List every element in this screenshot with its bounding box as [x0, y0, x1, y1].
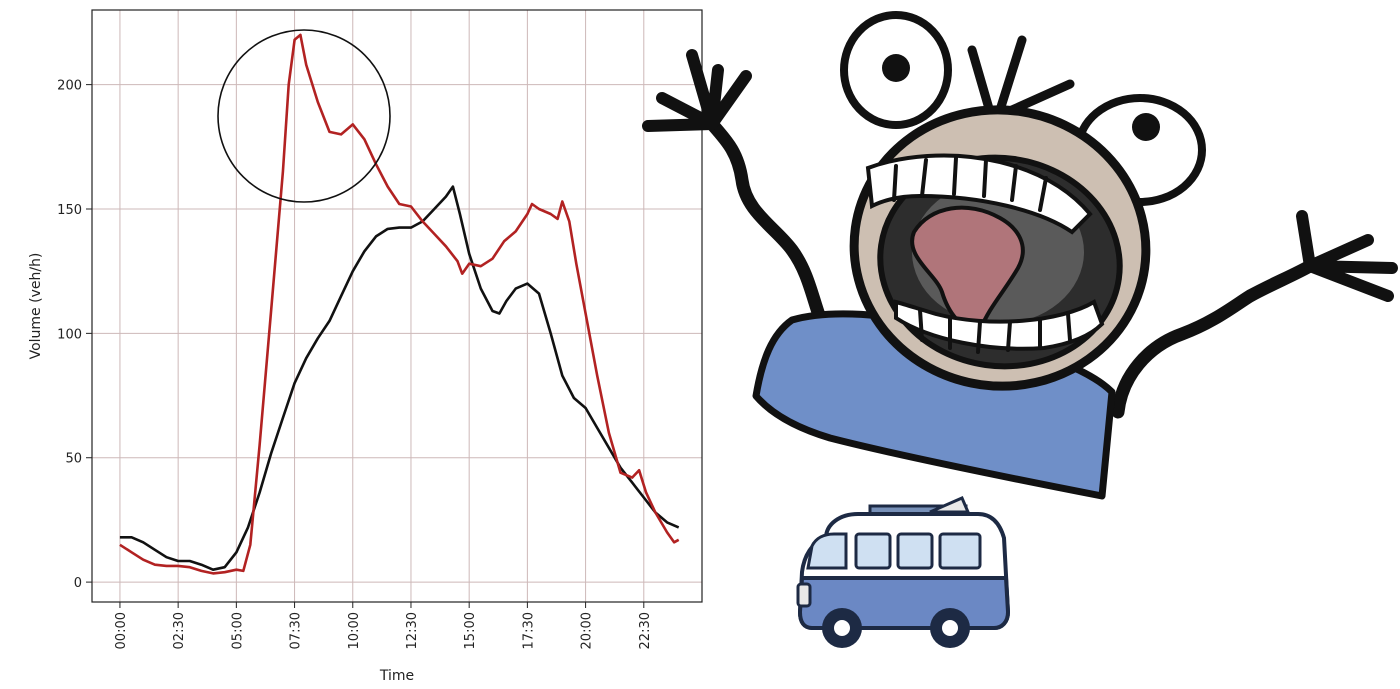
x-tick-label: 12:30	[405, 612, 420, 649]
y-tick-label: 50	[65, 452, 82, 467]
van-front-hub	[834, 620, 850, 636]
x-tick-label: 20:00	[580, 612, 595, 649]
series-line-1	[119, 185, 680, 571]
series-layer	[119, 33, 680, 575]
x-tick-label: 00:00	[114, 612, 129, 649]
grid-horizontal	[92, 84, 702, 583]
y-tick-label: 0	[74, 576, 82, 591]
left-eye	[840, 11, 952, 129]
peak-highlight-circle	[217, 29, 391, 203]
hair-strands	[967, 35, 1075, 117]
x-tick-label: 02:30	[172, 612, 187, 649]
y-axis-ticks: 0 50 100 150 200	[57, 79, 92, 591]
van-windshield	[806, 532, 848, 570]
screaming-mouth	[849, 105, 1151, 391]
van-rear-hub	[942, 620, 958, 636]
van-window-3	[938, 532, 982, 570]
line-chart: 0 50 100 150 200 00:00 02:30 05:00 07:30 10:00 12…	[28, 9, 703, 684]
x-tick-label: 05:00	[230, 612, 245, 649]
grid-vertical	[119, 10, 645, 602]
x-tick-label: 10:00	[347, 612, 362, 649]
x-axis-ticks: 00:00 02:30 05:00 07:30 10:00 12:30 15:00 17:30…	[114, 602, 653, 649]
x-tick-label: 07:30	[289, 612, 304, 649]
x-tick-label: 17:30	[521, 612, 536, 649]
screaming-cartoon-character	[642, 11, 1398, 500]
y-tick-label: 200	[57, 79, 82, 94]
series-line-2	[119, 33, 680, 575]
right-arm	[1111, 210, 1398, 419]
y-axis-title: Volume (veh/h)	[28, 253, 44, 360]
camper-van	[796, 496, 1011, 648]
left-arm	[642, 49, 827, 325]
van-window-2	[896, 532, 934, 570]
van-headlight	[796, 582, 812, 608]
van-window-1	[854, 532, 892, 570]
y-tick-label: 150	[57, 203, 82, 218]
y-tick-label: 100	[57, 327, 82, 342]
x-axis-title: Time	[379, 668, 414, 684]
x-tick-label: 22:30	[638, 612, 653, 649]
x-tick-label: 15:00	[463, 612, 478, 649]
plot-frame	[91, 9, 703, 603]
